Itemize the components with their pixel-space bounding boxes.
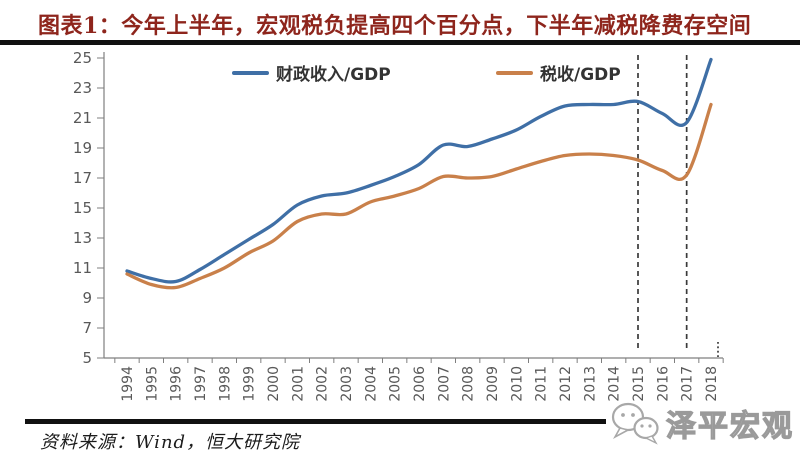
watermark-text: 泽平宏观	[665, 408, 794, 444]
svg-text:21: 21	[73, 109, 92, 127]
svg-text:15: 15	[73, 199, 92, 217]
svg-text:17: 17	[73, 169, 92, 187]
svg-text:23: 23	[73, 79, 92, 97]
svg-text:2003: 2003	[339, 366, 355, 402]
svg-text:2012: 2012	[558, 366, 574, 402]
svg-text:5: 5	[82, 349, 92, 367]
svg-text:1994: 1994	[120, 366, 136, 402]
svg-text:2007: 2007	[436, 366, 452, 402]
svg-text:2013: 2013	[582, 366, 598, 402]
svg-text:11: 11	[73, 259, 92, 277]
svg-text:2001: 2001	[290, 366, 306, 402]
svg-text:2006: 2006	[412, 366, 428, 402]
svg-text:2010: 2010	[509, 366, 525, 402]
svg-text:1996: 1996	[169, 366, 185, 402]
svg-text:1999: 1999	[242, 366, 258, 402]
svg-text:2017: 2017	[680, 366, 696, 402]
svg-text:2016: 2016	[655, 366, 671, 402]
svg-text:2002: 2002	[315, 366, 331, 402]
source-note: 资料来源：Wind，恒大研究院	[40, 432, 301, 453]
svg-text:2015: 2015	[631, 366, 647, 402]
watermark: 泽平宏观	[606, 401, 794, 445]
footer-rule	[25, 419, 658, 424]
svg-text:13: 13	[73, 229, 92, 247]
svg-text:2008: 2008	[461, 366, 477, 402]
svg-text:2004: 2004	[363, 366, 379, 402]
svg-text:1997: 1997	[193, 366, 209, 402]
svg-text:2011: 2011	[534, 366, 550, 402]
svg-text:25: 25	[73, 49, 92, 67]
svg-text:1998: 1998	[217, 366, 233, 402]
svg-text:7: 7	[82, 319, 92, 337]
svg-text:2000: 2000	[266, 366, 282, 402]
svg-text:19: 19	[73, 139, 92, 157]
svg-text:9: 9	[82, 289, 92, 307]
wechat-chat-bubbles-icon	[611, 402, 659, 445]
svg-text:1995: 1995	[144, 366, 160, 402]
svg-text:2018: 2018	[704, 366, 720, 402]
page-title: 图表1：今年上半年，宏观税负提高四个百分点，下半年减税降费存空间	[38, 13, 752, 39]
svg-text:2009: 2009	[485, 366, 501, 402]
svg-text:2005: 2005	[388, 366, 404, 402]
svg-text:2014: 2014	[607, 366, 623, 402]
title-underline-rule	[0, 40, 800, 45]
